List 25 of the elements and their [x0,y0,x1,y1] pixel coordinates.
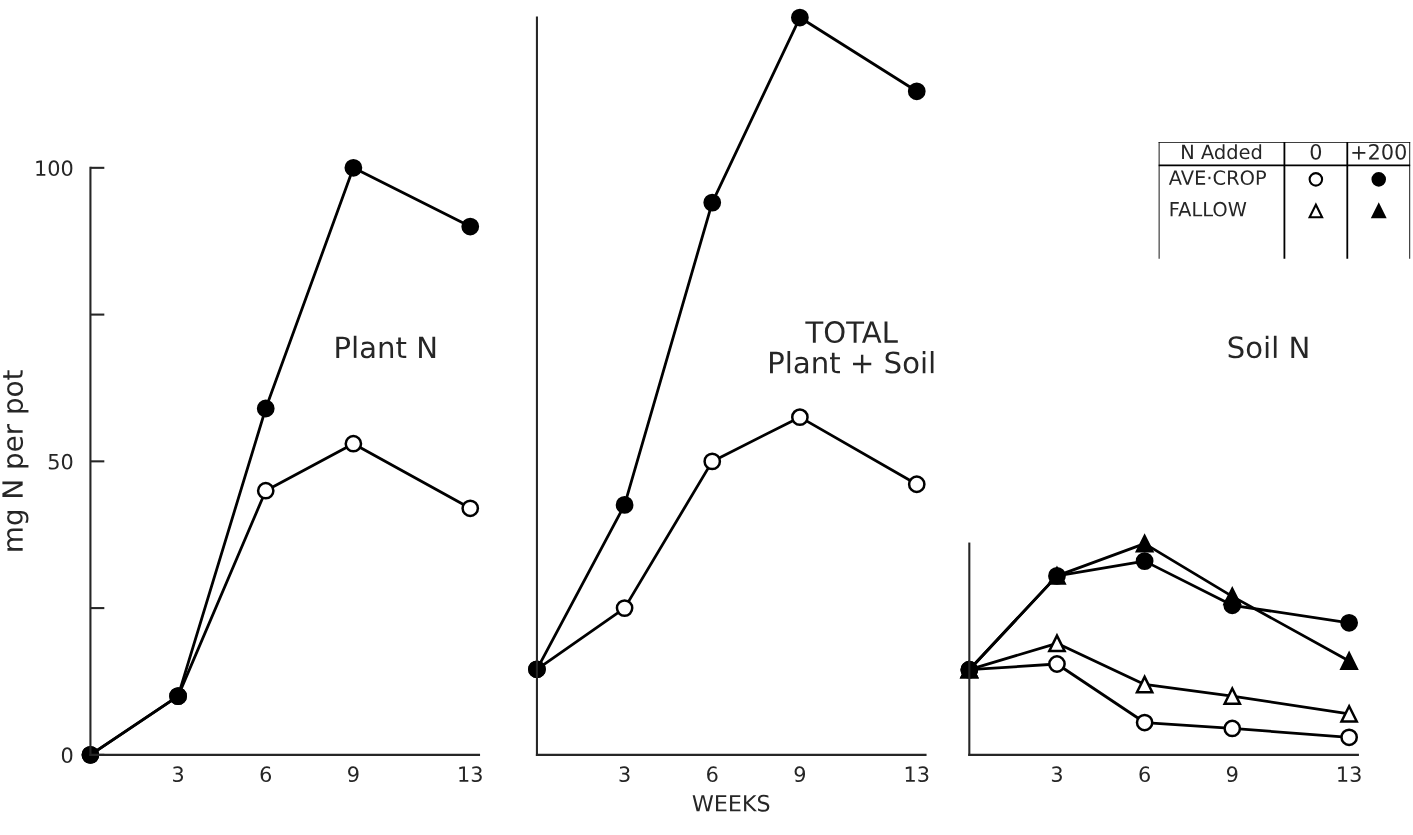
text: 0 [1310,143,1322,160]
x-tick-label: 3 [1051,766,1062,783]
y-tick-label: 50 [48,453,73,470]
text: AVE·CROP [1168,170,1267,185]
x-tick-label: 3 [173,766,184,783]
y-axis-title: mg N per pot [2,370,29,551]
x-tick-label: 6 [260,766,272,783]
text: +200 [1352,143,1406,160]
x-tick-label: 3 [619,766,630,783]
x-tick-label: 6 [707,766,718,783]
x-tick-label: 13 [459,766,482,783]
x-tick-label: 6 [1139,766,1150,783]
y-tick-label: 0 [61,747,73,764]
x-tick-label: 13 [1338,766,1361,783]
text: Plant N [336,335,436,359]
y-tick-label: 100 [36,160,73,177]
text: FALLOW [1170,201,1247,217]
x-tick-label: 9 [348,766,359,783]
x-tick-label: 13 [905,766,929,783]
text: N Added [1182,144,1262,160]
chart-title: Soil N [1228,335,1308,359]
text: TOTAL Plant + Soil [770,321,934,374]
x-axis-title: WEEKS [692,794,770,812]
x-tick-label: 9 [794,766,806,783]
x-tick-label: 9 [1226,766,1238,783]
